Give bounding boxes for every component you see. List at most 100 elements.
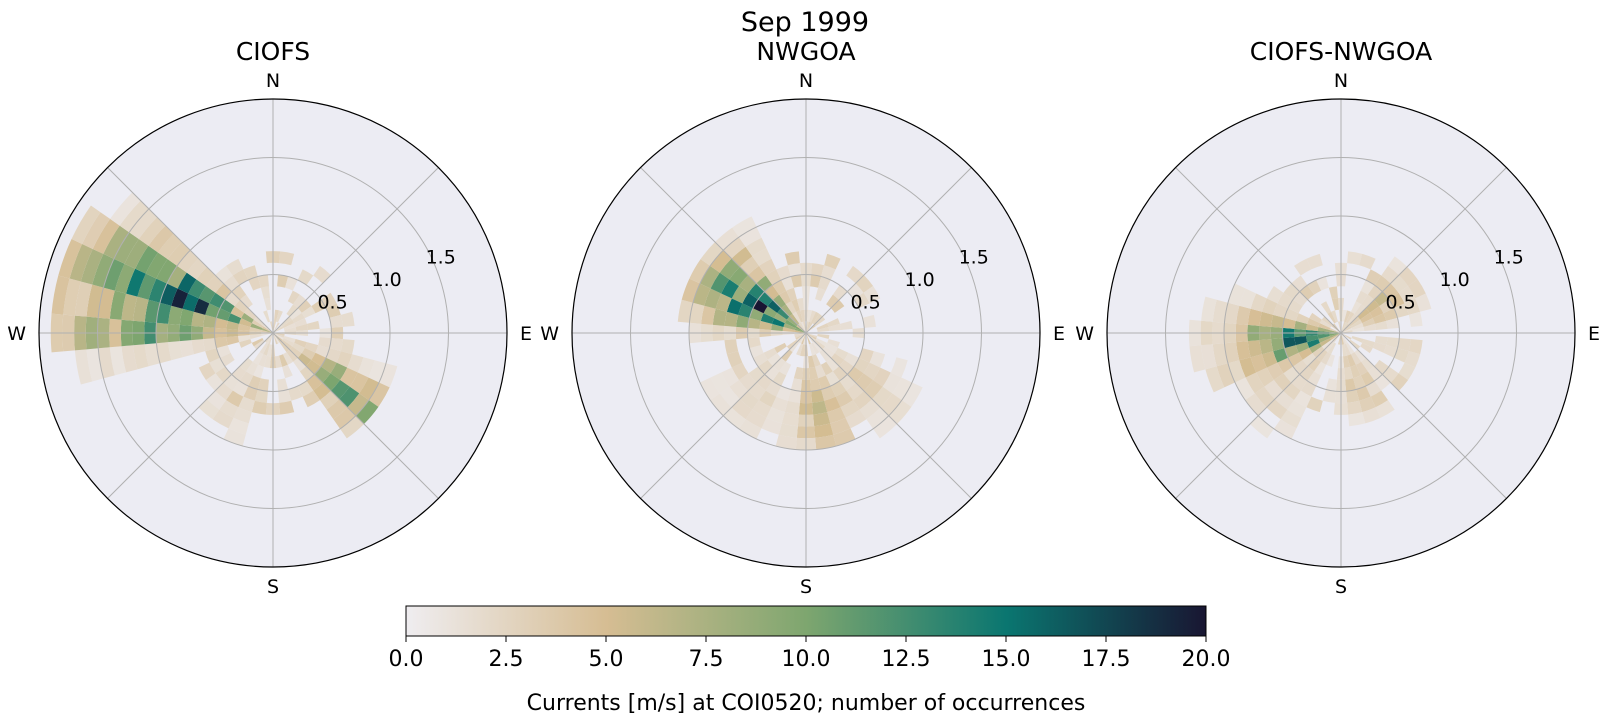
rose-bin <box>1349 339 1361 350</box>
rose-bin <box>742 292 759 309</box>
rose-bin <box>739 390 760 410</box>
rose-bin <box>712 308 727 326</box>
rose-bin <box>1354 349 1366 362</box>
rose-bin <box>1201 344 1217 370</box>
rose-bin <box>330 379 350 400</box>
rose-bin <box>315 345 330 358</box>
rose-bin <box>253 339 265 350</box>
rose-bin <box>1320 352 1332 365</box>
rose-bin <box>286 304 298 317</box>
rose-bin <box>214 337 228 349</box>
rose-bin <box>279 251 295 266</box>
rose-bin <box>1342 344 1348 357</box>
rose-bin <box>246 361 259 376</box>
rose-bin <box>738 303 753 318</box>
rose-bin <box>219 352 235 367</box>
rose-bin <box>166 265 187 289</box>
rose-bin <box>144 299 160 323</box>
polar-grid <box>39 99 507 567</box>
rose-bin <box>818 276 831 291</box>
rose-bin <box>810 274 822 288</box>
rose-bin <box>261 333 273 337</box>
rose-bin <box>1397 338 1411 352</box>
rose-bin <box>1273 348 1288 363</box>
rose-bin <box>1344 343 1351 356</box>
rose-bin <box>772 279 787 295</box>
rose-bin <box>719 386 740 408</box>
rose-bin <box>763 306 778 319</box>
rose-bin <box>1326 354 1335 367</box>
rose-bin <box>1329 333 1341 337</box>
rose-bin <box>1324 341 1335 353</box>
rose-bin <box>796 298 804 311</box>
rose-bin <box>779 290 792 305</box>
rose-bin <box>1239 357 1257 378</box>
compass-label-n: N <box>1334 70 1348 92</box>
colorbar-tick-label: 20.0 <box>1182 647 1231 672</box>
rose-bin <box>863 286 881 304</box>
rose-bin <box>251 337 264 347</box>
rose-bin <box>238 396 255 413</box>
rose-bin <box>320 292 337 309</box>
rose-bin <box>239 371 254 387</box>
rose-bin <box>253 316 265 327</box>
rose-bin <box>852 390 873 410</box>
rose-bin <box>1352 326 1365 332</box>
rose-bin <box>86 348 104 382</box>
rose-bin <box>144 343 160 367</box>
polar-panel: 0.5 1.0 1.5 N S E W CIOFS <box>7 37 532 598</box>
colorbar-gradient <box>405 605 1207 637</box>
rose-bin <box>766 407 785 424</box>
rose-bin <box>784 251 800 266</box>
rose-bin <box>249 326 262 332</box>
rose-bin <box>273 333 285 338</box>
rose-bin <box>1205 366 1225 393</box>
rose-bin <box>293 357 307 372</box>
rose-bin <box>1294 258 1312 276</box>
rose-bin <box>333 407 356 429</box>
rose-bin <box>294 339 307 348</box>
rose-bin <box>145 252 168 279</box>
rose-bin <box>129 208 158 240</box>
rose-bin <box>51 275 70 315</box>
rose-bin <box>1329 328 1341 333</box>
rose-bin <box>203 338 217 352</box>
rose-bin <box>724 311 739 327</box>
rose-bin <box>1360 312 1373 324</box>
rose-bin <box>281 316 293 327</box>
rose-bin <box>779 361 792 376</box>
polar-panel: 0.5 1.0 1.5 N S E W NWGOA <box>540 37 1065 598</box>
rose-bin <box>311 299 327 314</box>
rose-bin <box>1327 311 1337 324</box>
rose-bin <box>1259 339 1274 355</box>
rose-bin <box>1341 322 1348 333</box>
rose-bin <box>882 372 902 394</box>
rose-bin <box>839 320 853 330</box>
rose-bin <box>1353 375 1366 390</box>
rose-bin <box>1212 343 1228 367</box>
rose-bin <box>273 333 284 340</box>
rose-bin <box>1224 342 1240 364</box>
colorbar-tick-label: 17.5 <box>1082 647 1131 672</box>
rose-bin <box>1266 399 1288 420</box>
rose-bin <box>738 226 762 247</box>
rose-bin <box>259 342 269 355</box>
rose-bin <box>1321 339 1333 350</box>
rose-bin <box>282 319 295 329</box>
rose-bin <box>801 333 806 345</box>
rose-bin <box>279 354 288 367</box>
rose-bin <box>243 265 258 280</box>
rose-bin <box>159 283 178 306</box>
rose-bin <box>1201 296 1217 322</box>
rose-bin <box>859 399 881 420</box>
rose-bin <box>772 318 785 327</box>
rose-bin <box>320 357 337 374</box>
rose-bin <box>1348 412 1366 427</box>
rose-bin <box>250 323 263 330</box>
rose-bin <box>238 335 251 343</box>
rose-bin <box>269 321 273 333</box>
grid-spoke <box>107 167 274 334</box>
rose-bin <box>263 310 270 323</box>
rose-bin <box>301 306 316 319</box>
rose-bin <box>318 337 332 349</box>
